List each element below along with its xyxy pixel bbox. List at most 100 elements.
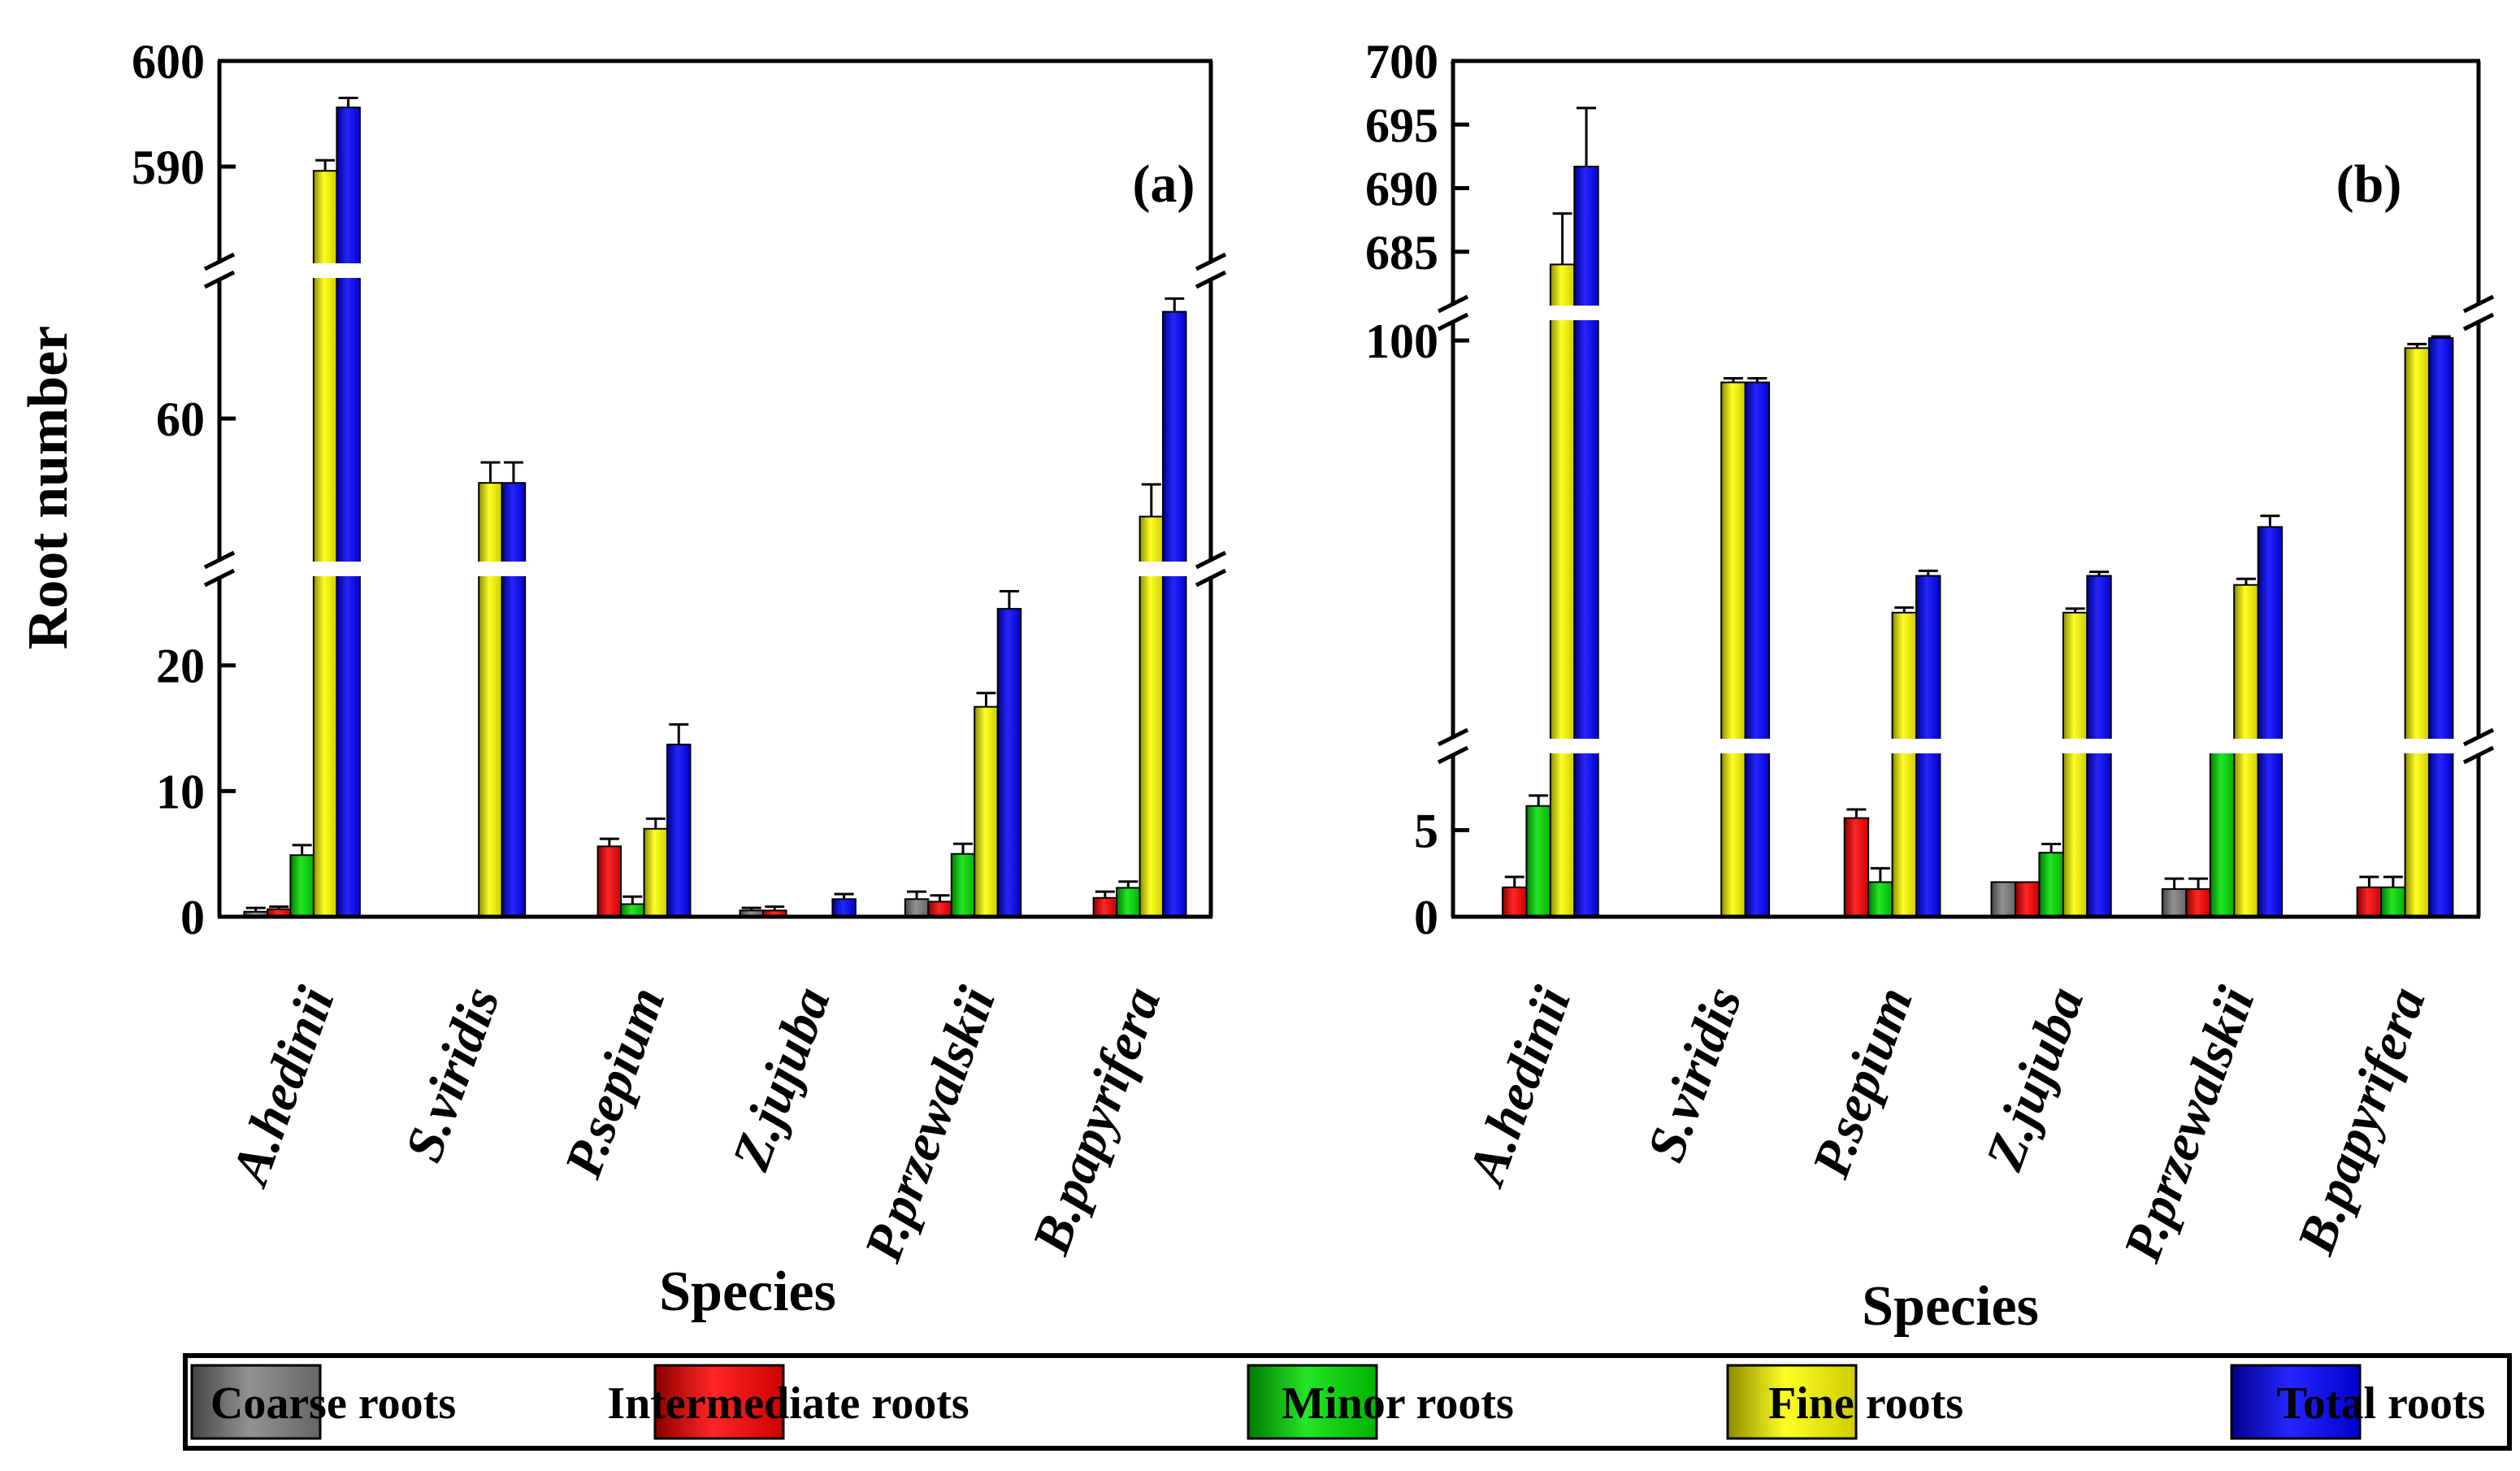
error-bar-total-roots-b-papyrifera xyxy=(2431,335,2451,338)
bar-fine-roots-b-papyrifera xyxy=(1139,515,1165,918)
bar-total-roots-b-papyrifera xyxy=(1162,310,1187,918)
error-bar-coarse-roots-p-przewalskii xyxy=(2164,877,2184,889)
x-category-label-s-viridis: S.viridis xyxy=(1636,979,1753,1169)
legend-swatch-intermediate-roots xyxy=(653,1364,785,1440)
error-bar-fine-roots-z-jujuba xyxy=(2065,607,2085,613)
axis-break-mark-right-1 xyxy=(2462,727,2495,765)
error-bar-minor-roots-a-hedinii xyxy=(1529,794,1549,806)
bar-fine-roots-p-sepium xyxy=(643,827,669,918)
error-bar-total-roots-z-jujuba xyxy=(834,892,854,900)
error-bar-minor-roots-p-sepium xyxy=(622,895,643,905)
error-bar-total-roots-a-hedinii xyxy=(1577,106,1597,167)
error-bar-fine-roots-s-viridis xyxy=(1723,377,1743,383)
legend-label-intermediate-roots: Intermediate roots xyxy=(607,1378,969,1429)
bar-minor-roots-p-przewalskii xyxy=(2209,743,2236,918)
error-bar-intermediate-roots-b-papyrifera xyxy=(1095,890,1115,898)
panel-b: 0 5 100 685 690 695 700 A.hedinii S.viridis P.sep… xyxy=(1365,35,2495,1338)
y-axis-title: Root number xyxy=(17,326,80,650)
error-bar-fine-roots-p-przewalskii xyxy=(976,692,996,707)
error-bar-minor-roots-p-przewalskii xyxy=(953,842,973,854)
axis-break-mark-left-2 xyxy=(203,252,236,289)
bar-coarse-roots-p-przewalskii xyxy=(2161,887,2188,918)
x-category-label-s-viridis: S.viridis xyxy=(394,979,511,1169)
bar-minor-roots-a-hedinii xyxy=(289,854,314,918)
x-category-label-a-hedinii: A.hedinii xyxy=(219,979,346,1195)
bar-intermediate-roots-p-przewalskii xyxy=(2185,887,2211,918)
bar-coarse-roots-p-przewalskii xyxy=(904,898,930,918)
error-bar-fine-roots-p-sepium xyxy=(645,817,666,829)
y-tick-label-10: 10 xyxy=(156,765,205,818)
bar-intermediate-roots-p-przewalskii xyxy=(927,900,952,918)
bar-minor-roots-b-papyrifera xyxy=(2380,886,2406,918)
error-bar-intermediate-roots-p-przewalskii xyxy=(2188,877,2209,889)
legend-swatch-coarse-roots xyxy=(190,1364,322,1440)
error-bar-fine-roots-a-hedinii xyxy=(1552,212,1572,265)
bar-fine-roots-a-hedinii xyxy=(1549,263,1576,918)
legend-item-total-roots: Total roots xyxy=(2230,1364,2486,1440)
panel-label: (a) xyxy=(1133,154,1195,214)
bar-total-roots-p-przewalskii xyxy=(996,608,1022,918)
bar-coarse-roots-z-jujuba xyxy=(1990,881,2016,918)
bar-minor-roots-z-jujuba xyxy=(2038,852,2064,918)
bar-intermediate-roots-p-sepium xyxy=(596,845,622,918)
y-tick-label-590: 590 xyxy=(132,141,205,194)
x-category-label-z-jujuba: Z.jujuba xyxy=(721,979,842,1178)
legend-swatch-total-roots xyxy=(2230,1364,2362,1440)
legend-label-fine-roots: Fine roots xyxy=(1768,1378,1963,1429)
bar-fine-roots-s-viridis xyxy=(478,482,503,918)
error-bar-fine-roots-a-hedinii xyxy=(315,158,336,171)
y-tick-label-5: 5 xyxy=(1414,805,1438,858)
error-bar-total-roots-p-przewalskii xyxy=(999,589,1019,610)
error-bar-intermediate-roots-a-hedinii xyxy=(1504,875,1525,887)
legend: Coarse roots Intermediate roots Minor root… xyxy=(183,1353,2512,1451)
bar-minor-roots-p-sepium xyxy=(1867,881,1893,918)
panel-a: 0 10 20 60 590 600 A.hedinii S.viridis P.sepium Z… xyxy=(17,35,1227,1323)
bar-minor-roots-p-przewalskii xyxy=(950,853,976,918)
x-category-label-a-hedinii: A.hedinii xyxy=(1455,979,1582,1195)
axis-break-mark-left-1 xyxy=(1437,727,1469,765)
legend-item-intermediate-roots: Intermediate roots xyxy=(607,1364,969,1440)
axis-break-mark-right-2 xyxy=(1195,252,1227,289)
bar-total-roots-p-przewalskii xyxy=(2257,526,2284,918)
error-bar-intermediate-roots-p-sepium xyxy=(1846,808,1867,818)
legend-swatch-fine-roots xyxy=(1726,1364,1858,1440)
x-category-label-p-sepium: P.sepium xyxy=(1801,979,1924,1186)
bar-fine-roots-p-sepium xyxy=(1891,611,1918,918)
error-bar-fine-roots-p-przewalskii xyxy=(2236,577,2256,585)
error-bar-total-roots-b-papyrifera xyxy=(1165,297,1185,312)
axis-break-gap-2 xyxy=(1451,306,2480,320)
bar-intermediate-roots-p-sepium xyxy=(1843,817,1870,918)
bar-minor-roots-b-papyrifera xyxy=(1116,887,1141,918)
legend-label-total-roots: Total roots xyxy=(2277,1378,2486,1429)
bar-minor-roots-a-hedinii xyxy=(1525,805,1551,918)
error-bar-intermediate-roots-p-przewalskii xyxy=(930,894,950,902)
y-tick-label-0: 0 xyxy=(1414,891,1438,944)
bar-intermediate-roots-z-jujuba xyxy=(2015,881,2041,918)
y-tick-label-0: 0 xyxy=(180,891,205,944)
error-bar-total-roots-s-viridis xyxy=(1747,377,1767,383)
bar-intermediate-roots-b-papyrifera xyxy=(1092,896,1118,918)
x-axis-title: Species xyxy=(659,1261,836,1323)
error-bar-total-roots-p-przewalskii xyxy=(2260,514,2280,527)
bar-total-roots-s-viridis xyxy=(501,482,527,918)
axis-break-gap-1 xyxy=(1451,739,2480,753)
error-bar-minor-roots-b-papyrifera xyxy=(2383,875,2403,887)
legend-label-minor-roots: Minor roots xyxy=(1282,1378,1514,1429)
bar-fine-roots-b-papyrifera xyxy=(2404,347,2431,918)
error-bar-minor-roots-z-jujuba xyxy=(2041,843,2062,853)
y-tick-label-685: 685 xyxy=(1365,226,1438,280)
panel-label: (b) xyxy=(2336,154,2402,214)
error-bar-fine-roots-b-papyrifera xyxy=(1141,483,1161,517)
bar-total-roots-z-jujuba xyxy=(831,898,857,918)
axis-break-mark-left-2 xyxy=(1437,294,1469,332)
bar-total-roots-p-sepium xyxy=(666,744,692,918)
error-bar-minor-roots-b-papyrifera xyxy=(1118,880,1139,888)
y-tick-label-695: 695 xyxy=(1365,98,1438,152)
x-axis-title: Species xyxy=(1862,1275,2039,1338)
axis-break-mark-left-1 xyxy=(203,550,236,588)
error-bar-total-roots-p-sepium xyxy=(669,722,689,745)
bar-intermediate-roots-a-hedinii xyxy=(1502,886,1528,918)
error-bar-total-roots-z-jujuba xyxy=(2089,571,2110,576)
error-bar-total-roots-a-hedinii xyxy=(338,97,358,108)
